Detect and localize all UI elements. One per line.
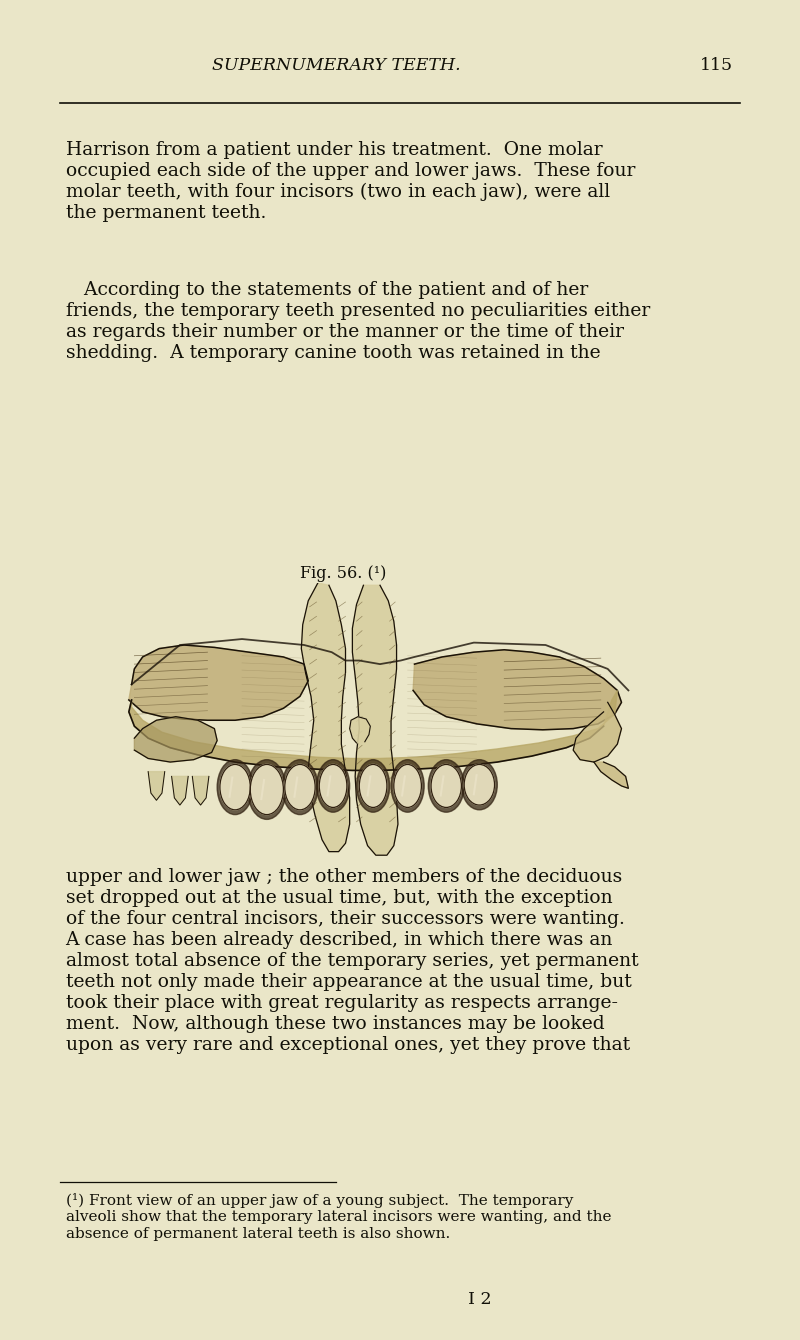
Text: absence of permanent lateral teeth is also shown.: absence of permanent lateral teeth is al… <box>66 1226 450 1241</box>
Ellipse shape <box>217 760 253 815</box>
Text: set dropped out at the usual time, but, with the exception: set dropped out at the usual time, but, … <box>66 890 612 907</box>
Polygon shape <box>594 762 629 788</box>
Ellipse shape <box>431 764 462 808</box>
Polygon shape <box>134 717 217 762</box>
Text: the permanent teeth.: the permanent teeth. <box>66 204 266 221</box>
Text: Fig. 56. (¹): Fig. 56. (¹) <box>300 565 386 583</box>
Polygon shape <box>129 690 618 770</box>
Polygon shape <box>129 645 308 721</box>
Ellipse shape <box>462 760 498 809</box>
Text: Harrison from a patient under his treatment.  One molar: Harrison from a patient under his treatm… <box>66 141 602 158</box>
Ellipse shape <box>428 760 464 812</box>
Polygon shape <box>573 702 622 762</box>
Polygon shape <box>172 776 188 805</box>
Ellipse shape <box>247 760 286 819</box>
Polygon shape <box>413 650 622 730</box>
Ellipse shape <box>359 764 387 808</box>
Ellipse shape <box>220 764 250 809</box>
Text: (¹) Front view of an upper jaw of a young subject.  The temporary: (¹) Front view of an upper jaw of a youn… <box>66 1193 573 1207</box>
Text: molar teeth, with four incisors (two in each jaw), were all: molar teeth, with four incisors (two in … <box>66 182 610 201</box>
Ellipse shape <box>394 764 422 808</box>
Ellipse shape <box>317 760 350 812</box>
Text: of the four central incisors, their successors were wanting.: of the four central incisors, their succ… <box>66 910 625 929</box>
Text: A case has been already described, in which there was an: A case has been already described, in wh… <box>66 931 613 949</box>
Text: According to the statements of the patient and of her: According to the statements of the patie… <box>66 281 588 299</box>
Text: upon as very rare and exceptional ones, yet they prove that: upon as very rare and exceptional ones, … <box>66 1036 630 1055</box>
Text: occupied each side of the upper and lower jaws.  These four: occupied each side of the upper and lowe… <box>66 162 635 180</box>
Text: shedding.  A temporary canine tooth was retained in the: shedding. A temporary canine tooth was r… <box>66 344 600 362</box>
Ellipse shape <box>464 764 494 805</box>
Text: teeth not only made their appearance at the usual time, but: teeth not only made their appearance at … <box>66 973 631 992</box>
Polygon shape <box>148 772 165 800</box>
Ellipse shape <box>282 760 318 815</box>
Polygon shape <box>353 586 398 855</box>
Text: as regards their number or the manner or the time of their: as regards their number or the manner or… <box>66 323 624 342</box>
Text: upper and lower jaw ; the other members of the deciduous: upper and lower jaw ; the other members … <box>66 868 622 886</box>
Text: took their place with great regularity as respects arrange-: took their place with great regularity a… <box>66 994 618 1012</box>
Ellipse shape <box>357 760 390 812</box>
Text: ment.  Now, although these two instances may be looked: ment. Now, although these two instances … <box>66 1016 604 1033</box>
Text: SUPERNUMERARY TEETH.: SUPERNUMERARY TEETH. <box>212 58 460 74</box>
Text: I 2: I 2 <box>468 1292 492 1308</box>
Text: friends, the temporary teeth presented no peculiarities either: friends, the temporary teeth presented n… <box>66 303 650 320</box>
Ellipse shape <box>319 764 347 808</box>
Polygon shape <box>192 776 209 805</box>
Polygon shape <box>302 583 350 852</box>
Ellipse shape <box>250 764 283 815</box>
Ellipse shape <box>285 764 315 809</box>
Text: almost total absence of the temporary series, yet permanent: almost total absence of the temporary se… <box>66 953 638 970</box>
Polygon shape <box>350 717 370 742</box>
Text: alveoli show that the temporary lateral incisors were wanting, and the: alveoli show that the temporary lateral … <box>66 1210 611 1223</box>
Ellipse shape <box>391 760 424 812</box>
Text: 115: 115 <box>699 58 733 74</box>
